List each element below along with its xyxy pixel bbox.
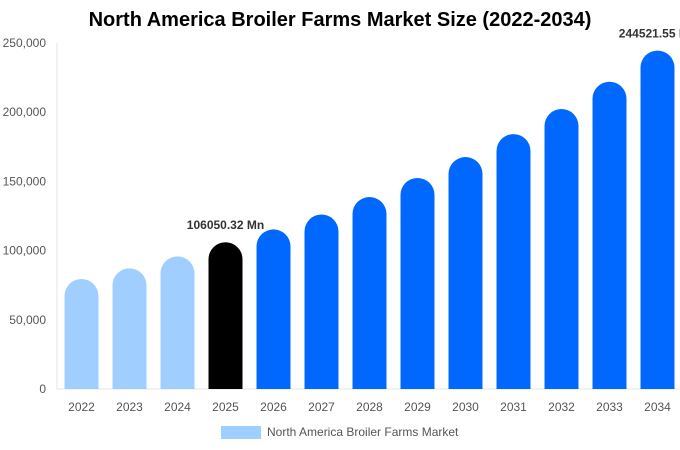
y-axis-ticks: 0 50,000 100,000 150,000 200,000 250,000 [3, 36, 47, 396]
data-labels: 106050.32 Mn 244521.55 Mn [187, 27, 680, 233]
x-tick-label: 2034 [644, 400, 671, 414]
y-tick-label: 250,000 [3, 36, 47, 50]
x-tick-label: 2028 [356, 400, 383, 414]
y-tick-label: 150,000 [3, 174, 47, 188]
x-tick-label: 2026 [260, 400, 287, 414]
data-label-2025: 106050.32 Mn [187, 218, 264, 232]
x-tick-label: 2022 [68, 400, 95, 414]
bar-2026[interactable] [256, 229, 291, 389]
bar-2022[interactable] [64, 278, 99, 389]
legend-swatch [221, 425, 261, 439]
x-tick-label: 2024 [164, 400, 191, 414]
x-tick-label: 2031 [500, 400, 527, 414]
bar-2029[interactable] [400, 177, 435, 389]
x-tick-label: 2032 [548, 400, 575, 414]
bar-2025[interactable] [208, 242, 243, 389]
bar-2031[interactable] [496, 134, 531, 389]
bar-2033[interactable] [592, 81, 627, 389]
bar-2023[interactable] [112, 268, 147, 389]
x-tick-label: 2023 [116, 400, 143, 414]
bars [64, 50, 675, 390]
y-tick-label: 0 [39, 382, 46, 396]
legend-label: North America Broiler Farms Market [267, 425, 459, 439]
bar-2034[interactable] [640, 50, 675, 389]
bar-2032[interactable] [544, 109, 579, 390]
x-tick-label: 2027 [308, 400, 335, 414]
chart-title: North America Broiler Farms Market Size … [88, 9, 592, 31]
x-tick-label: 2029 [404, 400, 431, 414]
x-tick-label: 2030 [452, 400, 479, 414]
bar-2027[interactable] [304, 214, 339, 389]
x-tick-label: 2025 [212, 400, 239, 414]
data-label-2034: 244521.55 Mn [619, 27, 680, 41]
x-axis-ticks: 2022 2023 2024 2025 2026 2027 2028 2029 2030 2031… [68, 400, 671, 414]
y-tick-label: 100,000 [3, 244, 47, 258]
x-tick-label: 2033 [596, 400, 623, 414]
bar-2024[interactable] [160, 256, 195, 389]
bar-2030[interactable] [448, 157, 483, 389]
bar-2028[interactable] [352, 197, 387, 389]
legend[interactable]: North America Broiler Farms Market [221, 425, 458, 439]
y-tick-label: 200,000 [3, 105, 47, 119]
y-tick-label: 50,000 [9, 313, 46, 327]
